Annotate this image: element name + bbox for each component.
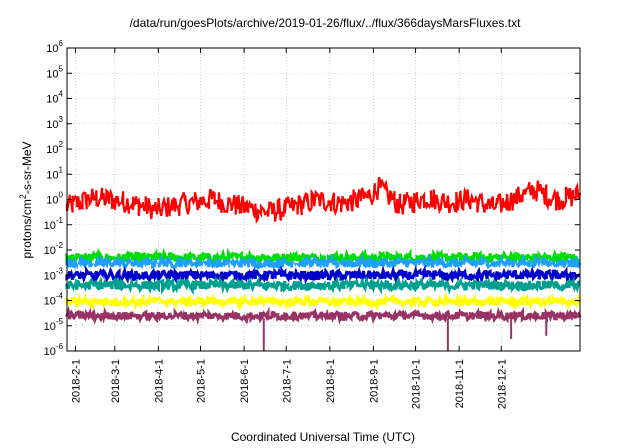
- series-line: [65, 305, 582, 326]
- series-line: [65, 292, 582, 311]
- x-tick-label: 2018-6-1: [239, 359, 251, 403]
- y-tick-label: 105: [46, 64, 63, 80]
- y-axis-label: protons/cm2-s-sr-MeV: [18, 141, 34, 258]
- y-tick-label: 100: [46, 191, 63, 207]
- y-tick-label: 10-1: [44, 216, 64, 232]
- y-tick-labels: 10-6 10-5 10-4 10-3 10-2 10-1 100 101 102 103 104 1…: [44, 39, 64, 358]
- y-tick-label: 101: [46, 165, 63, 181]
- x-axis-label: Coordinated Universal Time (UTC): [231, 430, 415, 444]
- series-line: [65, 176, 582, 224]
- series-layer: [65, 176, 582, 351]
- x-tick-label: 2018-5-1: [196, 359, 208, 403]
- x-tick-label: 2018-4-1: [153, 359, 165, 403]
- y-tick-label: 10-4: [44, 292, 64, 308]
- x-tick-label: 2018-10-1: [411, 359, 423, 409]
- series-line: [65, 247, 581, 269]
- series-line: [65, 274, 581, 296]
- y-tick-label: 10-3: [44, 266, 64, 282]
- series-line: [65, 264, 581, 286]
- y-tick-label: 106: [46, 39, 63, 55]
- y-tick-label: 10-6: [44, 342, 64, 358]
- chart-title: /data/run/goesPlots/archive/2019-01-26/f…: [130, 16, 522, 30]
- axes: [66, 47, 581, 352]
- y-tick-label: 10-2: [44, 241, 64, 257]
- x-tick-labels: 2018-2-1 2018-3-1 2018-4-1 2018-5-1 2018-6-1…: [70, 359, 508, 409]
- x-tick-label: 2018-11-1: [454, 359, 466, 408]
- y-tick-label: 104: [46, 90, 63, 106]
- plot-frame: [66, 47, 581, 352]
- x-tick-label: 2018-7-1: [281, 359, 293, 403]
- x-tick-label: 2018-3-1: [110, 359, 122, 403]
- x-tick-label: 2018-2-1: [70, 359, 82, 403]
- series-line: [65, 252, 582, 274]
- y-tick-label: 10-5: [44, 317, 64, 333]
- x-tick-label: 2018-12-1: [496, 359, 508, 409]
- y-tick-label: 103: [46, 115, 63, 131]
- x-tick-label: 2018-9-1: [368, 359, 380, 403]
- y-tick-label: 102: [46, 140, 63, 156]
- x-tick-label: 2018-8-1: [325, 359, 337, 403]
